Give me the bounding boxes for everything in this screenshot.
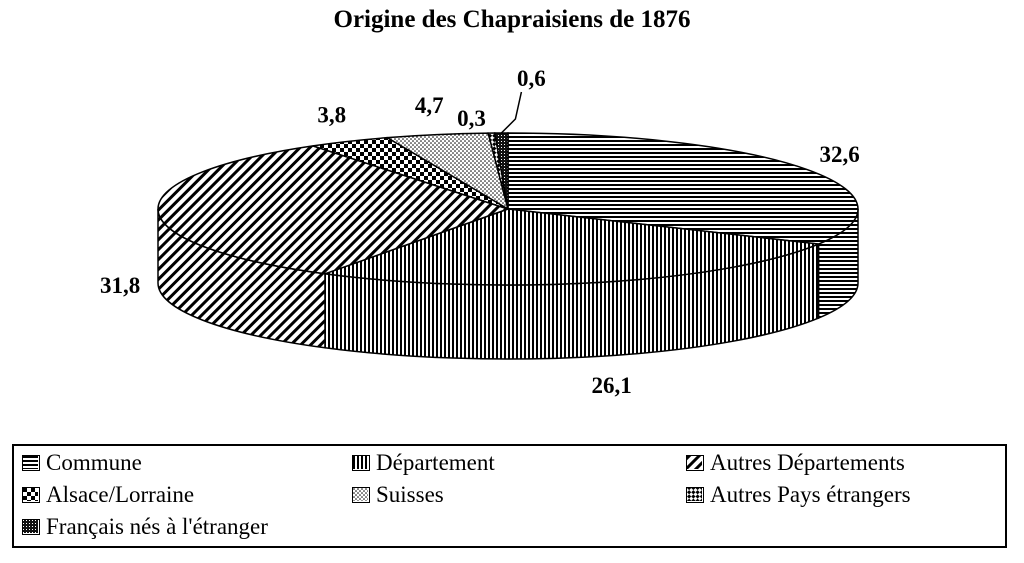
legend-label: Autres Départements xyxy=(710,450,905,475)
legend-swatch xyxy=(352,487,370,503)
pie-chart: 32,6 26,1 31,8 3,8 4,7 0,3 0,6 xyxy=(100,66,860,398)
legend: Commune Département Autres Départements Als… xyxy=(12,444,1007,548)
pie-slice-autres-departements xyxy=(157,145,511,275)
data-label-suisses: 4,7 xyxy=(415,93,444,118)
pie-slice-commune xyxy=(507,132,859,245)
legend-swatch xyxy=(686,455,704,471)
legend-swatch xyxy=(686,487,704,503)
legend-label: Alsace/Lorraine xyxy=(46,482,195,507)
legend-label: Commune xyxy=(46,450,142,475)
pie-slice-departement xyxy=(324,208,822,286)
legend-swatch xyxy=(352,455,370,471)
legend-item-commune: Commune xyxy=(22,450,142,476)
legend-label: Autres Pays étrangers xyxy=(710,482,911,507)
legend-label: Suisses xyxy=(376,482,444,507)
data-label-francais-nes-a-l-etranger: 0,6 xyxy=(517,66,546,91)
legend-item-autres-departements: Autres Départements xyxy=(686,450,905,476)
legend-item-departement: Département xyxy=(352,450,495,476)
data-label-autres-departements: 31,8 xyxy=(100,273,140,298)
legend-swatch xyxy=(22,455,40,471)
legend-item-alsace-lorraine: Alsace/Lorraine xyxy=(22,482,194,508)
leader-line xyxy=(500,91,523,134)
data-label-alsace-lorraine: 3,8 xyxy=(317,103,346,128)
legend-item-autres-pays-etrangers: Autres Pays étrangers xyxy=(686,482,911,508)
data-label-autres-pays-etrangers: 0,3 xyxy=(457,106,486,131)
data-label-commune: 32,6 xyxy=(820,142,860,167)
data-label-departement: 26,1 xyxy=(592,373,632,398)
chart-title: Origine des Chapraisiens de 1876 xyxy=(333,6,691,33)
legend-label: Département xyxy=(376,450,495,475)
pie-slice-francais-nes-a-l-etranger xyxy=(493,132,509,210)
legend-item-francais-nes-a-l-etranger: Français nés à l'étranger xyxy=(22,514,268,540)
legend-swatch xyxy=(22,519,40,535)
legend-item-suisses: Suisses xyxy=(352,482,444,508)
legend-swatch xyxy=(22,487,40,503)
legend-label: Français nés à l'étranger xyxy=(46,514,268,539)
